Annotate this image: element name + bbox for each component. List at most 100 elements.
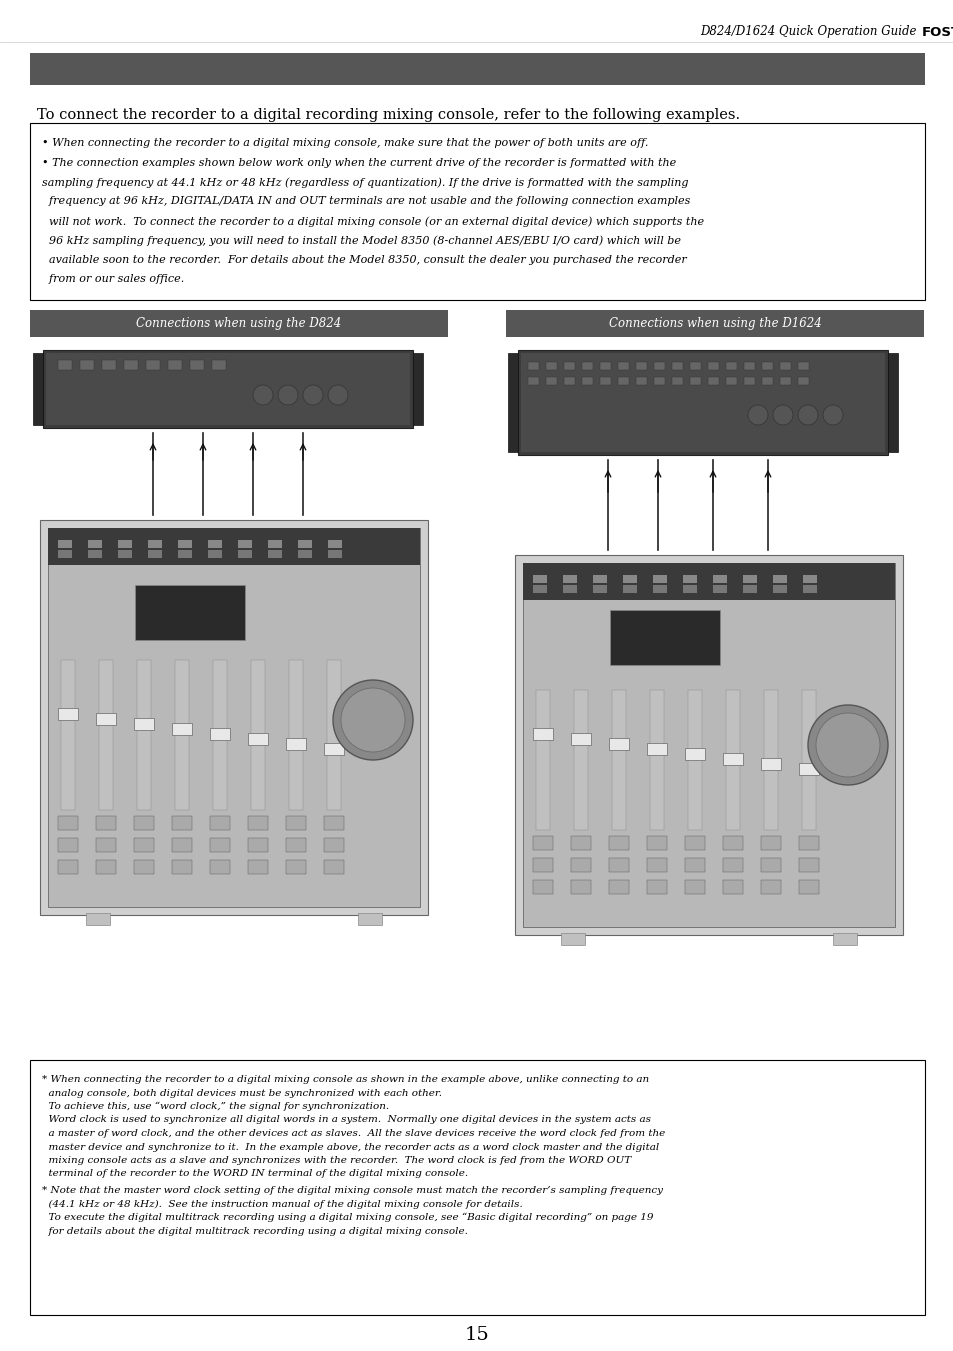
Bar — [761, 377, 772, 385]
Bar — [58, 816, 78, 830]
Bar — [646, 836, 666, 850]
Bar — [725, 362, 737, 370]
Bar — [190, 359, 204, 370]
Circle shape — [747, 405, 767, 426]
Bar — [208, 550, 222, 558]
Bar — [58, 861, 78, 874]
Bar — [133, 816, 153, 830]
Bar — [80, 359, 94, 370]
Bar — [210, 728, 230, 740]
Bar — [248, 838, 268, 852]
Bar — [654, 377, 664, 385]
Text: * Note that the master word clock setting of the digital mixing console must mat: * Note that the master word clock settin… — [42, 1186, 662, 1196]
Circle shape — [277, 385, 297, 405]
Bar — [802, 585, 816, 593]
Bar — [96, 838, 116, 852]
Text: sampling frequency at 44.1 kHz or 48 kHz (regardless of quantization). If the dr: sampling frequency at 44.1 kHz or 48 kHz… — [42, 177, 688, 188]
Bar — [533, 880, 553, 894]
Text: To execute the digital multitrack recording using a digital mixing console, see : To execute the digital multitrack record… — [42, 1213, 653, 1223]
Bar — [636, 377, 646, 385]
Bar — [99, 661, 112, 811]
Bar — [357, 913, 381, 925]
Bar — [286, 816, 306, 830]
Bar — [268, 550, 282, 558]
Bar — [545, 362, 557, 370]
Bar — [571, 734, 590, 744]
Bar — [286, 861, 306, 874]
Bar — [522, 563, 894, 927]
Bar — [324, 861, 344, 874]
Bar — [135, 585, 245, 640]
Bar — [324, 743, 344, 755]
Bar — [533, 585, 546, 593]
Bar — [33, 353, 43, 426]
Bar — [210, 861, 230, 874]
Bar — [328, 550, 341, 558]
Text: will not work.  To connect the recorder to a digital mixing console (or an exter: will not work. To connect the recorder t… — [42, 216, 703, 227]
Bar — [286, 738, 306, 750]
Bar — [208, 540, 222, 549]
Bar — [608, 738, 628, 750]
Bar — [760, 858, 781, 871]
Bar — [58, 359, 71, 370]
Bar — [622, 585, 637, 593]
Bar — [707, 362, 719, 370]
Text: FOSTEX: FOSTEX — [921, 26, 953, 38]
Bar — [742, 585, 757, 593]
Bar — [527, 377, 538, 385]
Bar — [118, 540, 132, 549]
Bar — [780, 362, 790, 370]
Bar — [797, 377, 808, 385]
Bar — [324, 838, 344, 852]
Circle shape — [328, 385, 348, 405]
Bar — [178, 540, 192, 549]
Bar — [324, 816, 344, 830]
Bar — [251, 661, 265, 811]
Bar — [763, 690, 778, 830]
Bar — [507, 353, 517, 453]
Text: 96 kHz sampling frequency, you will need to install the Model 8350 (8-channel AE: 96 kHz sampling frequency, you will need… — [42, 235, 680, 246]
Bar — [148, 540, 162, 549]
Bar — [646, 858, 666, 871]
Bar — [722, 880, 742, 894]
Bar — [832, 934, 856, 944]
Bar — [722, 858, 742, 871]
Bar — [172, 838, 192, 852]
Bar — [646, 743, 666, 755]
Bar — [545, 377, 557, 385]
Bar — [799, 763, 818, 775]
Bar — [608, 836, 628, 850]
Text: (44.1 kHz or 48 kHz).  See the instruction manual of the digital mixing console : (44.1 kHz or 48 kHz). See the instructio… — [42, 1200, 522, 1209]
Bar — [30, 1061, 924, 1315]
Bar — [772, 585, 786, 593]
Bar — [522, 563, 894, 600]
Circle shape — [340, 688, 405, 753]
Text: Word clock is used to synchronize all digital words in a system.  Normally one d: Word clock is used to synchronize all di… — [42, 1116, 650, 1124]
Circle shape — [772, 405, 792, 426]
Bar — [133, 717, 153, 730]
Bar — [146, 359, 160, 370]
Bar — [328, 540, 341, 549]
Bar — [618, 377, 628, 385]
Bar — [801, 690, 815, 830]
Bar — [102, 359, 116, 370]
Bar — [237, 550, 252, 558]
Circle shape — [797, 405, 817, 426]
Bar — [118, 550, 132, 558]
Bar — [96, 816, 116, 830]
Bar — [599, 377, 610, 385]
Bar — [799, 836, 818, 850]
Bar — [671, 377, 682, 385]
Bar — [137, 661, 151, 811]
Bar — [520, 353, 884, 453]
Bar — [61, 661, 75, 811]
Bar — [297, 540, 312, 549]
Bar — [563, 362, 575, 370]
Circle shape — [822, 405, 842, 426]
Bar — [58, 708, 78, 720]
Text: * When connecting the recorder to a digital mixing console as shown in the examp: * When connecting the recorder to a digi… — [42, 1075, 648, 1084]
Bar — [527, 362, 538, 370]
Bar — [48, 528, 419, 907]
Bar — [172, 723, 192, 735]
Bar — [599, 362, 610, 370]
